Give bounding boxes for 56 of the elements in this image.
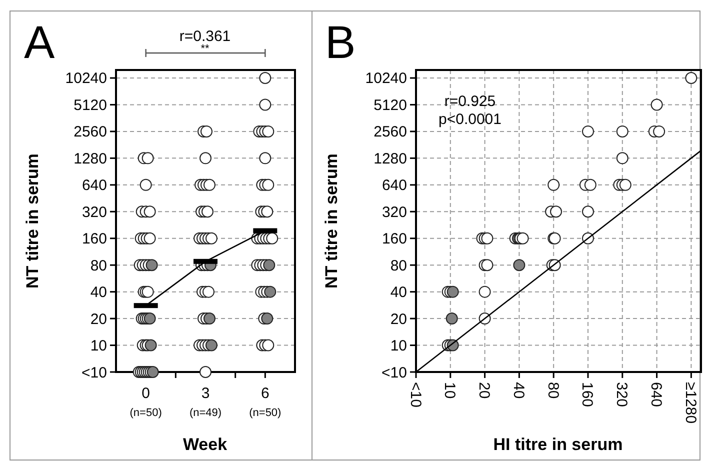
chart-title: A: [24, 16, 55, 68]
point: [263, 259, 276, 272]
y-tick-label: 10240: [365, 70, 407, 88]
x-tick-label: 10: [441, 382, 458, 399]
y-tick-label: 320: [382, 204, 407, 221]
y-tick-label: 1280: [74, 150, 107, 168]
text: r=0.361: [179, 28, 231, 45]
point: [146, 259, 158, 272]
y-tick-label: 40: [90, 284, 107, 302]
point: [264, 286, 276, 298]
y-tick-label: 5120: [374, 96, 407, 114]
y-tick-label: 80: [90, 257, 107, 274]
point: [205, 339, 218, 352]
y-tick-label: 320: [82, 204, 107, 221]
x-tick-label: 20: [476, 382, 493, 399]
x-tick-label: 0: [142, 385, 150, 402]
y-tick-label: 10: [390, 338, 407, 355]
x-tick-label: 160: [578, 382, 596, 408]
x-axis-title: Week: [182, 435, 228, 454]
x-tick-label: 80: [544, 382, 562, 399]
x-tick-label: <10: [406, 382, 424, 408]
y-tick-label: 40: [390, 284, 407, 302]
y-tick-label: 80: [390, 257, 407, 274]
y-tick-label: 640: [382, 177, 407, 194]
y-tick-label: 1280: [374, 150, 407, 168]
y-axis-title: NT titre in serum: [23, 153, 42, 289]
annotation: r=0.925: [444, 93, 496, 110]
y-tick-label: 2560: [374, 124, 407, 141]
y-tick-label: 20: [90, 310, 107, 328]
annotation: p<0.0001: [438, 111, 502, 128]
y-tick-label: 160: [382, 230, 407, 248]
y-axis-title: NT titre in serum: [322, 153, 341, 289]
point: [144, 339, 157, 352]
y-tick-label: 10240: [65, 70, 107, 88]
chart-title: B: [325, 16, 356, 68]
x-tick-label: 40: [510, 382, 527, 399]
x-tick-label: 320: [613, 382, 630, 408]
x-tick-label: ≥1280: [682, 382, 699, 424]
x-tick-label: 3: [201, 385, 210, 402]
y-tick-label: <10: [382, 364, 407, 382]
y-tick-label: 5120: [74, 96, 107, 114]
y-tick-label: 2560: [74, 124, 107, 141]
y-tick-label: 20: [390, 310, 407, 328]
text: (n=50): [130, 407, 162, 419]
point: [203, 312, 216, 325]
text: (n=50): [249, 407, 282, 419]
y-tick-label: 160: [82, 230, 107, 248]
x-tick-label: 640: [648, 382, 665, 408]
x-axis-title: HI titre in serum: [493, 435, 623, 454]
x-tick-label: 6: [260, 385, 270, 402]
point: [261, 312, 274, 325]
y-tick-label: 640: [82, 177, 107, 194]
text: (n=49): [189, 407, 222, 419]
text: **: [200, 43, 210, 55]
y-tick-label: 10: [90, 338, 107, 355]
y-tick-label: <10: [82, 364, 107, 382]
